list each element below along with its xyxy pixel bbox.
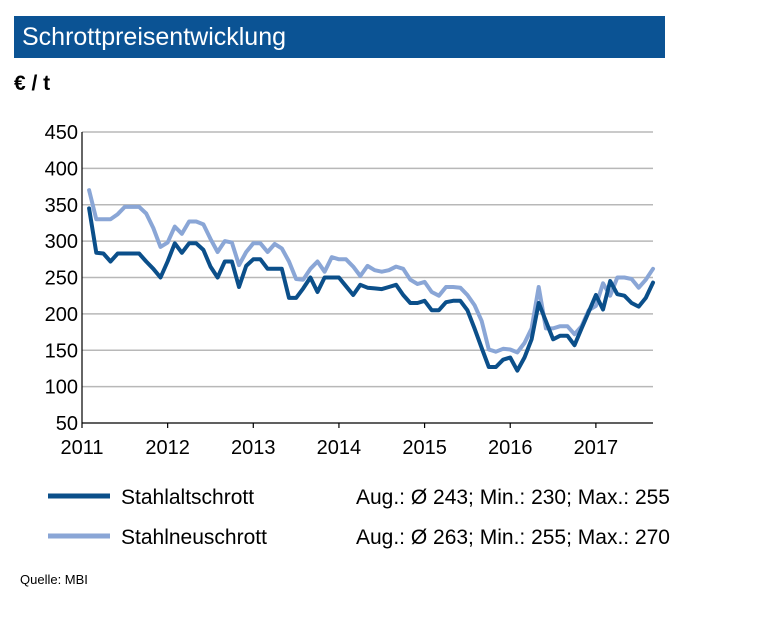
y-tick-label: 100 xyxy=(45,377,78,399)
source-note: Quelle: MBI xyxy=(20,572,88,587)
y-tick-label: 400 xyxy=(45,158,78,180)
legend-stats-2: Aug.: Ø 263; Min.: 255; Max.: 270 xyxy=(356,526,670,549)
x-tick-label: 2014 xyxy=(317,437,362,459)
x-tick-label: 2013 xyxy=(231,437,276,459)
series-line-1 xyxy=(87,206,655,373)
y-tick-label: 250 xyxy=(45,268,78,290)
x-tick-label: 2016 xyxy=(488,437,533,459)
x-tick-label: 2017 xyxy=(574,437,619,459)
x-tick-label: 2011 xyxy=(60,437,103,459)
y-tick-label: 300 xyxy=(45,231,78,253)
x-tick-label: 2012 xyxy=(145,437,190,459)
y-tick-label: 50 xyxy=(56,413,78,435)
title-bar: Schrottpreisentwicklung xyxy=(14,16,665,58)
chart-title: Schrottpreisentwicklung xyxy=(22,23,287,51)
legend-label-1: Stahlaltschrott xyxy=(121,486,254,509)
y-tick-label: 450 xyxy=(45,122,78,144)
y-tick-label: 350 xyxy=(45,195,78,217)
legend-stats-1: Aug.: Ø 243; Min.: 230; Max.: 255 xyxy=(356,486,670,509)
series-line-2 xyxy=(87,188,655,355)
x-tick-label: 2015 xyxy=(402,437,447,459)
unit-label: € / t xyxy=(14,72,51,95)
y-tick-label: 200 xyxy=(45,304,78,326)
legend-label-2: Stahlneuschrott xyxy=(121,526,267,549)
y-tick-label: 150 xyxy=(45,340,78,362)
